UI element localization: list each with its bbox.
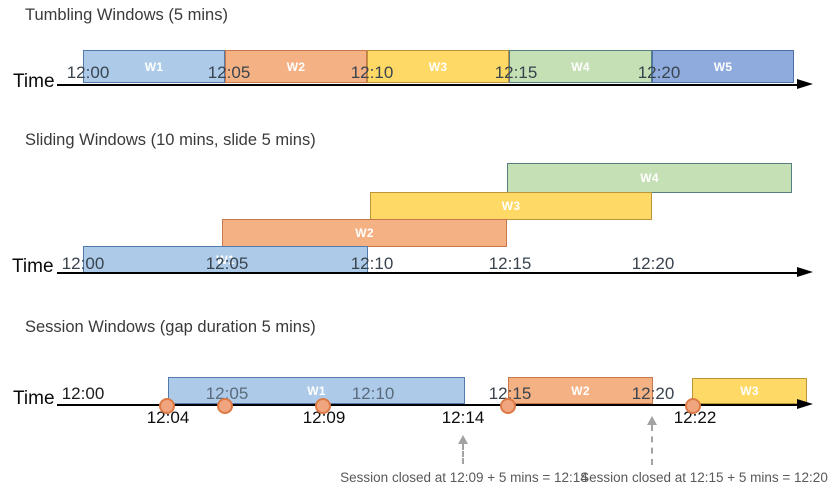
window-label: W2 — [286, 59, 306, 74]
sliding-window-w3: W3 — [370, 192, 652, 220]
session-window-w2: W2 — [508, 377, 653, 404]
session-time-axis — [57, 404, 798, 406]
tick-label: 12:05 — [207, 63, 251, 82]
window-label: W3 — [501, 199, 521, 213]
event-dot — [500, 398, 516, 414]
event-time-label: 12:22 — [673, 408, 717, 427]
event-time-label: 12:04 — [146, 408, 190, 427]
tick-label: 12:00 — [61, 384, 105, 403]
window-label: W2 — [355, 226, 374, 240]
session-axis-arrowhead-icon — [797, 399, 813, 409]
tick-label: 12:15 — [488, 384, 532, 403]
window-label: W1 — [307, 383, 326, 398]
session-closed-annotation-1: Session closed at 12:09 + 5 mins = 12:14 — [340, 470, 588, 485]
tumbling-window-w5: W5 — [652, 50, 794, 83]
tumbling-time-axis-label: Time — [13, 71, 55, 92]
window-label: W5 — [713, 59, 733, 74]
sliding-window-w2: W2 — [222, 219, 507, 247]
tumbling-window-w4: W4 — [509, 50, 652, 83]
window-label: W4 — [571, 59, 590, 74]
sliding-window-w1: W1 — [83, 246, 368, 273]
window-label: W1 — [216, 252, 235, 267]
tick-label: 12:00 — [61, 254, 105, 273]
sliding-time-axis — [57, 272, 798, 274]
window-label: W4 — [640, 171, 659, 185]
session-time-axis-label: Time — [13, 388, 55, 409]
sliding-axis-arrowhead-icon — [797, 267, 813, 277]
tumbling-axis-arrowhead-icon — [797, 79, 813, 89]
event-dot — [159, 398, 175, 414]
sliding-section-title: Sliding Windows (10 mins, slide 5 mins) — [25, 131, 316, 149]
tick-label: 12:20 — [631, 384, 675, 403]
event-dot — [685, 398, 701, 414]
tick-label: 12:05 — [205, 384, 249, 403]
callout-arrowhead-icon — [458, 435, 468, 444]
tumbling-time-axis — [57, 84, 798, 86]
tumbling-window-w1: W1 — [83, 50, 225, 83]
event-dot — [315, 398, 331, 414]
tick-label: 12:20 — [631, 254, 675, 273]
tick-label: 12:00 — [66, 63, 110, 82]
tick-label: 12:20 — [637, 63, 681, 82]
event-dot — [217, 398, 233, 414]
callout-arrow-line — [462, 444, 464, 464]
tick-label: 12:15 — [488, 254, 532, 273]
sliding-window-w4: W4 — [507, 163, 792, 193]
event-time-label: 12:09 — [302, 408, 346, 427]
event-time-label: 12:14 — [441, 408, 485, 427]
tick-label: 12:10 — [350, 254, 394, 273]
window-label: W3 — [740, 384, 759, 398]
tumbling-window-w3: W3 — [367, 50, 509, 83]
tumbling-section-title: Tumbling Windows (5 mins) — [25, 6, 228, 24]
session-window-w3: W3 — [692, 378, 807, 404]
tick-label: 12:15 — [494, 63, 538, 82]
session-section-title: Session Windows (gap duration 5 mins) — [25, 318, 316, 336]
callout-arrowhead-icon — [647, 416, 657, 425]
window-label: W3 — [428, 59, 448, 74]
tick-label: 12:10 — [351, 384, 395, 403]
window-label: W1 — [144, 59, 164, 74]
tick-label: 12:05 — [205, 254, 249, 273]
window-label: W2 — [571, 383, 590, 398]
callout-arrow-line — [651, 425, 653, 465]
tick-label: 12:10 — [350, 63, 394, 82]
sliding-time-axis-label: Time — [12, 256, 54, 277]
tumbling-window-w2: W2 — [225, 50, 367, 83]
session-closed-annotation-2: Session closed at 12:15 + 5 mins = 12:20 — [580, 470, 828, 485]
